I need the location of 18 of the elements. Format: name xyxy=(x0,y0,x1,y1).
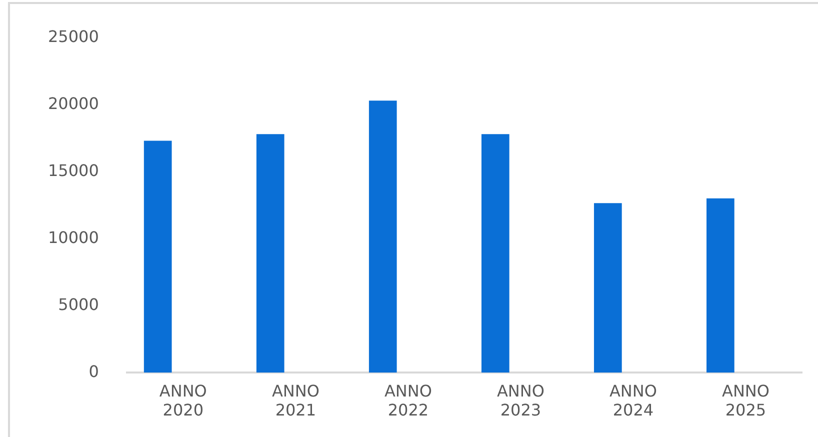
y-tick-label: 10000 xyxy=(48,228,99,247)
x-tick-label: ANNO 2023 xyxy=(496,381,544,420)
x-tick-label: ANNO 2021 xyxy=(272,381,320,420)
x-tick-label: ANNO 2025 xyxy=(722,381,770,420)
bar xyxy=(481,134,510,373)
bar xyxy=(706,198,734,373)
x-tick-label: ANNO 2024 xyxy=(609,381,657,420)
bar xyxy=(256,134,284,373)
y-tick-label: 0 xyxy=(88,362,99,381)
bar xyxy=(368,100,397,373)
y-tick-label: 15000 xyxy=(48,160,99,180)
y-tick-label: 20000 xyxy=(48,94,99,113)
bar xyxy=(144,140,172,373)
y-tick-label: 5000 xyxy=(58,294,99,314)
x-tick-label: ANNO 2022 xyxy=(384,381,432,420)
y-tick-label: 25000 xyxy=(48,26,99,46)
x-tick-label: ANNO 2020 xyxy=(159,381,207,420)
bar xyxy=(594,203,622,373)
